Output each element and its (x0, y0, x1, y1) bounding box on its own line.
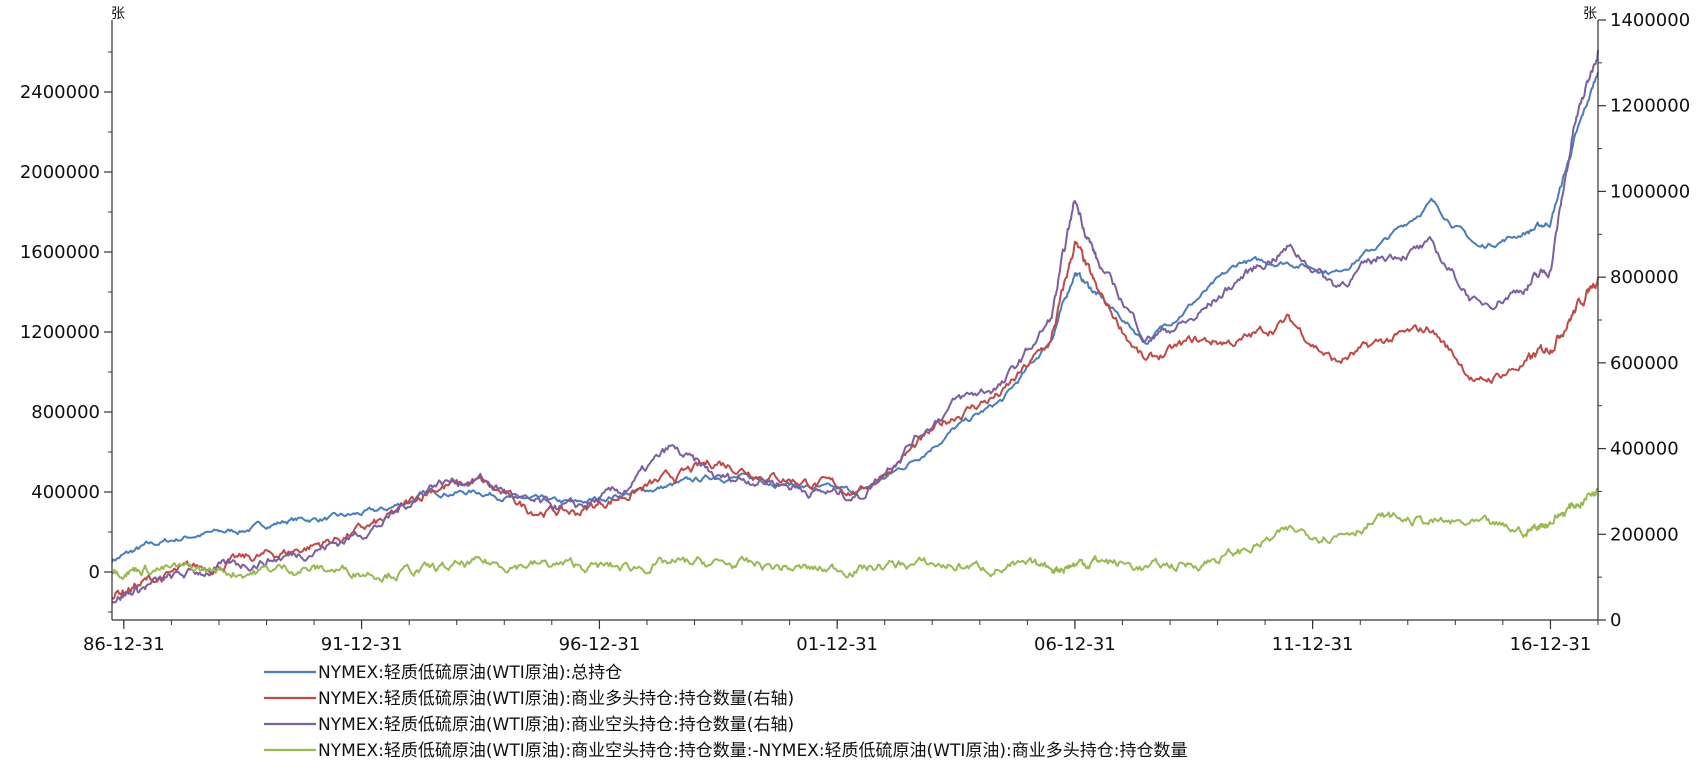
x-tick-label: 91-12-31 (321, 634, 403, 655)
y-right-tick-label: 400000 (1610, 439, 1679, 460)
y-left-unit: 张 (111, 6, 125, 22)
x-tick-label: 06-12-31 (1034, 634, 1116, 655)
series-line-2 (111, 240, 1599, 600)
series-line-4 (111, 487, 1599, 583)
legend: NYMEX:轻质低硫原油(WTI原油):总持仓 NYMEX:轻质低硫原油(WTI原… (264, 663, 1187, 761)
y-left-tick-label: 400000 (31, 482, 100, 503)
x-tick-label: 96-12-31 (559, 634, 641, 655)
y-left-tick-label: 2000000 (20, 162, 100, 183)
y-right-tick-label: 1400000 (1610, 10, 1690, 31)
axes-group: 0400000800000120000016000002000000240000… (20, 6, 1690, 655)
y-right-tick-label: 600000 (1610, 353, 1679, 374)
legend-label-4: NYMEX:轻质低硫原油(WTI原油):商业空头持仓:持仓数量:-NYMEX:轻… (318, 741, 1187, 761)
y-right-tick-label: 1200000 (1610, 96, 1690, 117)
y-right-tick-label: 200000 (1610, 524, 1679, 545)
legend-label-1: NYMEX:轻质低硫原油(WTI原油):总持仓 (318, 663, 622, 683)
x-tick-label: 11-12-31 (1272, 634, 1354, 655)
y-left-tick-label: 800000 (31, 402, 100, 423)
x-tick-label: 16-12-31 (1510, 634, 1592, 655)
y-right-unit: 张 (1583, 6, 1597, 22)
x-tick-label: 01-12-31 (796, 634, 878, 655)
series-line-3 (111, 49, 1599, 604)
series-line-1 (111, 71, 1599, 563)
y-left-tick-label: 0 (89, 562, 100, 583)
y-right-tick-label: 800000 (1610, 267, 1679, 288)
legend-label-2: NYMEX:轻质低硫原油(WTI原油):商业多头持仓:持仓数量(右轴) (318, 689, 794, 709)
y-right-tick-label: 0 (1610, 610, 1621, 631)
y-right-tick-label: 1000000 (1610, 181, 1690, 202)
y-left-tick-label: 2400000 (20, 82, 100, 103)
y-left-tick-label: 1600000 (20, 242, 100, 263)
x-tick-label: 86-12-31 (83, 634, 165, 655)
series-group (111, 49, 1599, 604)
legend-label-3: NYMEX:轻质低硫原油(WTI原油):商业空头持仓:持仓数量(右轴) (318, 715, 794, 735)
y-left-tick-label: 1200000 (20, 322, 100, 343)
